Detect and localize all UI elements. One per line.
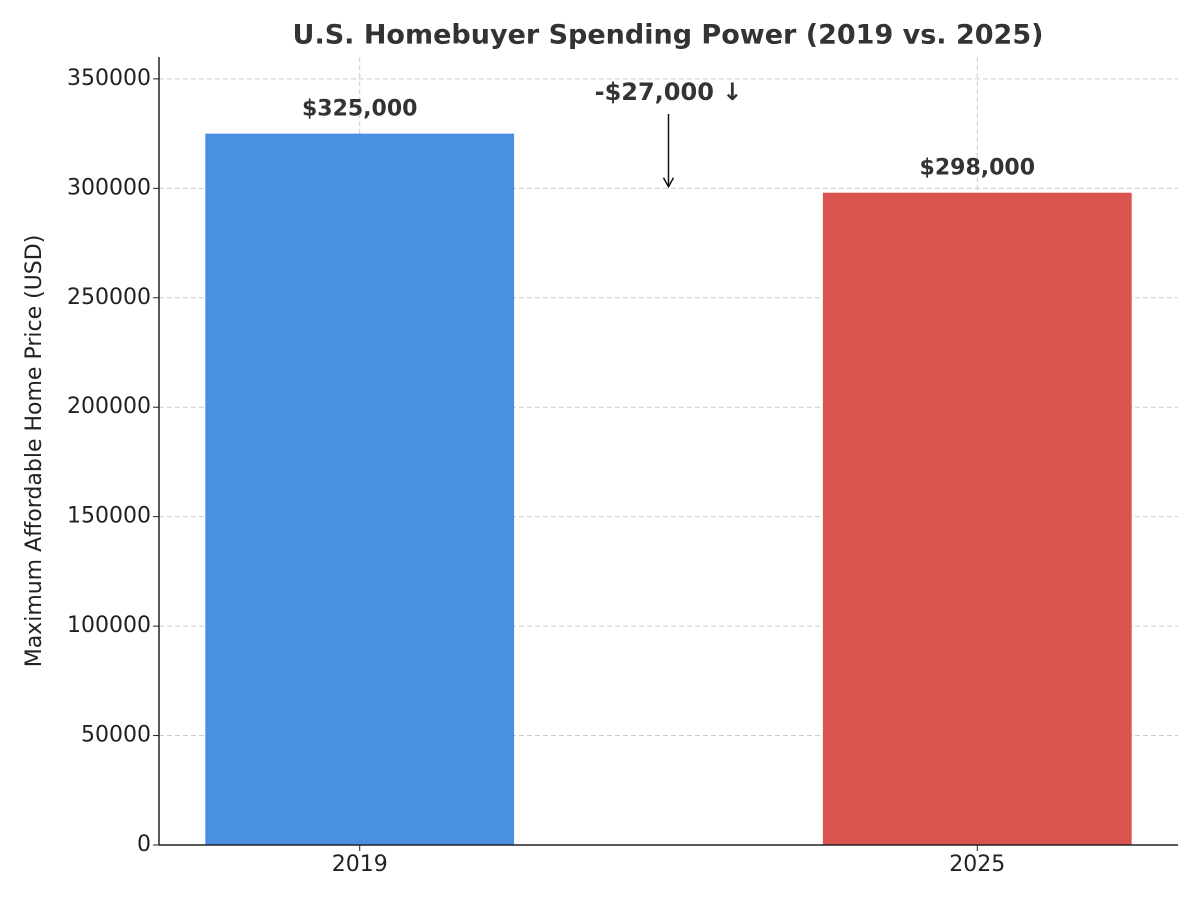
y-tick-label: 50000	[81, 723, 151, 748]
y-axis-label: Maximum Affordable Home Price (USD)	[22, 235, 47, 668]
x-tick-label: 2019	[332, 852, 388, 877]
y-tick-label: 100000	[67, 613, 151, 638]
chart-title: U.S. Homebuyer Spending Power (2019 vs. …	[293, 20, 1044, 51]
bar	[822, 192, 1132, 845]
y-tick-label: 150000	[67, 504, 151, 529]
y-tick-label: 350000	[67, 66, 151, 91]
bar	[205, 133, 515, 846]
y-tick-label: 300000	[67, 175, 151, 200]
value-label: $298,000	[920, 156, 1036, 181]
annotation-arrowhead	[662, 177, 675, 189]
x-tick-label: 2025	[949, 852, 1005, 877]
y-tick-label: 250000	[67, 285, 151, 310]
y-tick-label: 0	[137, 832, 151, 857]
annotation: -$27,000 ↓	[595, 78, 743, 106]
y-tick-label: 200000	[67, 394, 151, 419]
value-label: $325,000	[302, 97, 418, 122]
